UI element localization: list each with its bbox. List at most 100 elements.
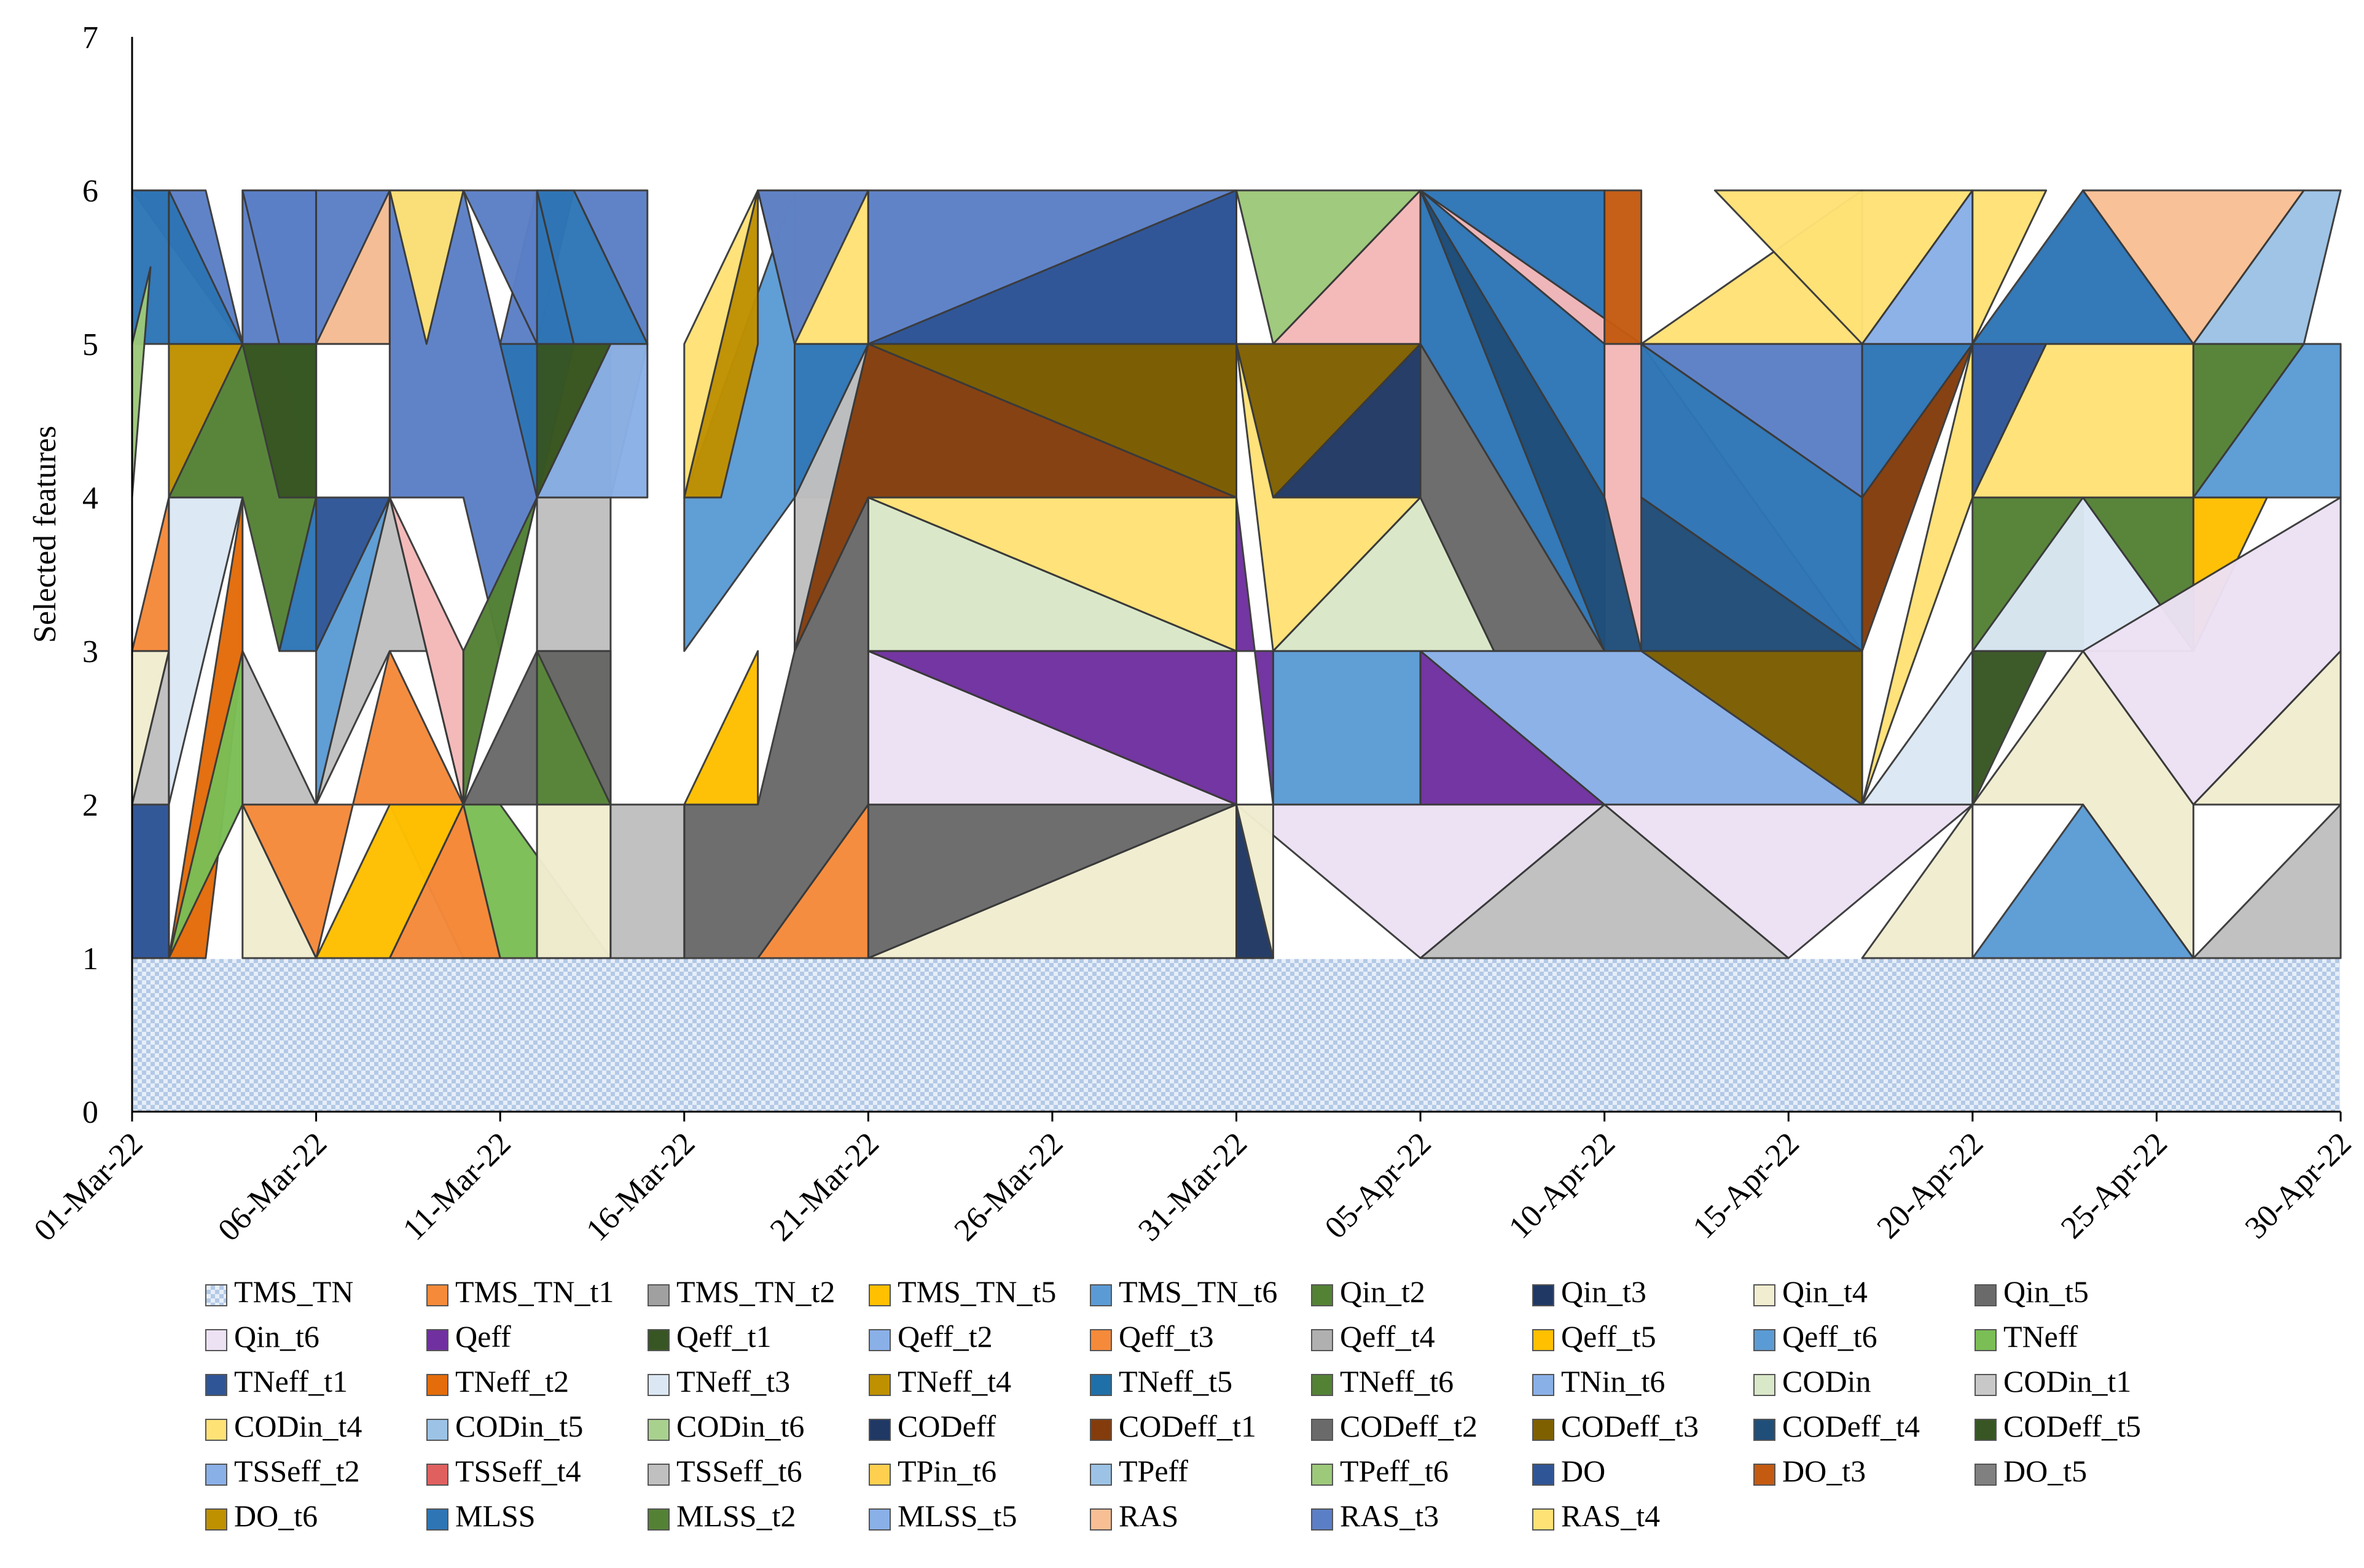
legend-label: CODin_t4	[234, 1409, 362, 1443]
legend-swatch	[1753, 1374, 1775, 1396]
legend-swatch	[426, 1329, 448, 1351]
legend-label: Qeff_t2	[898, 1319, 993, 1354]
y-tick-label: 1	[82, 942, 98, 977]
legend-swatch	[1532, 1419, 1554, 1441]
legend-swatch	[426, 1464, 448, 1486]
area-band-RAS_t4-68	[1971, 189, 2048, 345]
area-band-TSSeff_t6-26	[794, 343, 869, 652]
legend-label: Qin_t3	[1561, 1274, 1646, 1309]
area-band-Qin_t3-50	[1235, 803, 1274, 959]
legend-swatch	[869, 1284, 891, 1306]
y-tick-label: 3	[82, 634, 98, 669]
legend-swatch	[1311, 1284, 1333, 1306]
legend-swatch	[1311, 1464, 1333, 1486]
legend-swatch	[1753, 1329, 1775, 1351]
legend-label: MLSS_t5	[898, 1499, 1017, 1533]
area-band-CODeff_t5-85	[1971, 650, 2048, 806]
legend-label: TNeff_t6	[1340, 1364, 1454, 1398]
legend-label: Qin_t5	[2003, 1274, 2089, 1309]
legend-swatch	[205, 1374, 227, 1396]
area-band-DO-91	[131, 803, 170, 959]
legend-label: RAS_t4	[1561, 1499, 1660, 1533]
y-axis-label: Selected features	[28, 426, 63, 643]
area-band-Qin_t6-48	[1603, 803, 1974, 959]
legend-swatch	[648, 1329, 670, 1351]
legend-swatch	[1975, 1464, 1997, 1486]
legend-label: RAS	[1119, 1499, 1178, 1533]
legend-label: CODeff_t1	[1119, 1409, 1256, 1443]
legend-label: TNeff_t3	[676, 1364, 790, 1398]
legend-swatch	[1753, 1419, 1775, 1441]
area-band-CODeff_t2-52	[1419, 343, 1606, 652]
area-band-TSSeff_t6-83	[2192, 803, 2342, 959]
area-band-RAS_t4-5	[388, 189, 464, 345]
legend-swatch	[1311, 1419, 1333, 1441]
legend-swatch	[1532, 1464, 1554, 1486]
legend-label: Qin_t6	[234, 1319, 319, 1354]
legend-swatch	[426, 1508, 448, 1531]
legend-label: TMS_TN_t1	[455, 1274, 614, 1309]
legend-swatch	[648, 1284, 670, 1306]
area-band-TMS_TN_t6-82	[1971, 803, 2194, 959]
legend-label: CODeff_t5	[2003, 1409, 2141, 1443]
legend-swatch	[1311, 1329, 1333, 1351]
x-tick-label: 15-Apr-22	[1686, 1126, 1806, 1246]
area-band-TMS_TN_t6-43	[1272, 650, 1422, 806]
legend-swatch	[205, 1329, 227, 1351]
legend-label: Qeff_t1	[676, 1319, 772, 1354]
legend-swatch	[426, 1374, 448, 1396]
legend-swatch	[205, 1419, 227, 1441]
legend-swatch	[1532, 1329, 1554, 1351]
area-base-TMS_TN	[131, 957, 2342, 1113]
area-band-TMS_TN_t1-90	[131, 496, 170, 652]
legend-swatch	[1975, 1419, 1997, 1441]
legend-swatch	[869, 1374, 891, 1396]
legend-label: TSSeff_t2	[234, 1454, 360, 1488]
legend-label: CODin_t1	[2003, 1364, 2131, 1398]
area-band-TMS_TN_t6-75	[2192, 343, 2342, 499]
area-band-TSSeff_t6-98	[241, 650, 318, 806]
area-band-CODeff_t1-65	[1861, 343, 1974, 652]
x-tick-label: 31-Mar-22	[1132, 1126, 1254, 1248]
y-ticks: 0 1 2 3 4 5 6 7	[82, 20, 98, 1130]
legend: TMS_TN TMS_TN_t1 TMS_TN_t2 TMS_TN_t5 TMS_TN_…	[205, 1274, 2141, 1533]
legend-label: Qin_t4	[1782, 1274, 1868, 1309]
legend-label: TNeff_t2	[455, 1364, 569, 1398]
x-tick-label: 05-Apr-22	[1318, 1126, 1438, 1246]
legend-swatch	[648, 1508, 670, 1531]
legend-label: MLSS	[455, 1499, 536, 1533]
x-tick-label: 26-Mar-22	[948, 1126, 1070, 1248]
legend-label: DO_t5	[2003, 1454, 2087, 1488]
legend-swatch	[648, 1419, 670, 1441]
legend-label: CODeff_t3	[1561, 1409, 1699, 1443]
x-tick-label: 21-Mar-22	[764, 1126, 886, 1248]
legend-swatch	[869, 1508, 891, 1531]
legend-swatch	[1753, 1464, 1775, 1486]
legend-label: TNeff_t4	[898, 1364, 1011, 1398]
legend-label: TNeff	[2003, 1319, 2078, 1354]
legend-swatch	[205, 1284, 227, 1306]
legend-label: DO_t6	[234, 1499, 318, 1533]
legend-label: TSSeff_t4	[455, 1454, 581, 1488]
plot-area	[131, 189, 2342, 1113]
legend-label: TPin_t6	[898, 1454, 996, 1488]
legend-swatch	[205, 1464, 227, 1486]
legend-label: CODin_t5	[455, 1409, 583, 1443]
legend-swatch	[426, 1419, 448, 1441]
legend-swatch	[1090, 1464, 1112, 1486]
legend-label: CODeff_t2	[1340, 1409, 1477, 1443]
legend-swatch	[1532, 1374, 1554, 1396]
legend-swatch	[1753, 1284, 1775, 1306]
legend-swatch	[1090, 1508, 1112, 1531]
legend-label: TPeff_t6	[1340, 1454, 1449, 1488]
legend-label: CODin	[1782, 1364, 1871, 1398]
legend-swatch	[1090, 1329, 1112, 1351]
area-band-Qeff_t2-108	[536, 343, 649, 499]
legend-swatch	[1311, 1374, 1333, 1396]
x-tick-label: 06-Mar-22	[211, 1126, 334, 1248]
x-tick-label: 30-Apr-22	[2239, 1126, 2358, 1246]
legend-swatch	[426, 1284, 448, 1306]
legend-swatch	[1090, 1284, 1112, 1306]
y-tick-label: 4	[82, 481, 98, 516]
legend-swatch	[1975, 1284, 1997, 1306]
